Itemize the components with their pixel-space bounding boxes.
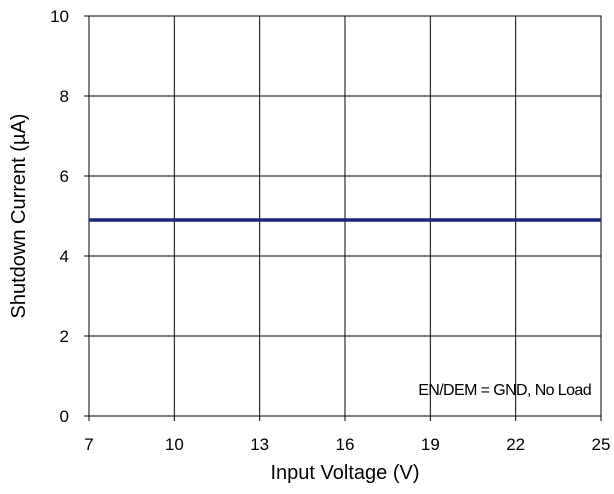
x-tick-label: 16: [336, 435, 355, 454]
x-tick-labels: 7 10 13 16 19 22 25: [84, 416, 610, 454]
y-tick-label: 2: [60, 327, 69, 346]
y-tick-label: 10: [50, 7, 69, 26]
x-tick-label: 7: [84, 435, 93, 454]
x-tick-label: 25: [592, 435, 611, 454]
x-axis-title: Input Voltage (V): [271, 462, 420, 484]
condition-annotation: EN/DEM = GND, No Load: [418, 382, 591, 399]
y-tick-label: 0: [60, 407, 69, 426]
x-tick-label: 19: [421, 435, 440, 454]
y-tick-labels: 0 2 4 6 8 10: [50, 7, 89, 426]
x-tick-label: 10: [165, 435, 184, 454]
y-tick-label: 4: [60, 247, 69, 266]
y-tick-label: 6: [60, 167, 69, 186]
y-tick-label: 8: [60, 87, 69, 106]
y-axis-title: Shutdown Current (µA): [8, 114, 30, 319]
grid-lines: [89, 16, 601, 416]
x-tick-label: 22: [506, 435, 525, 454]
x-tick-label: 13: [250, 435, 269, 454]
